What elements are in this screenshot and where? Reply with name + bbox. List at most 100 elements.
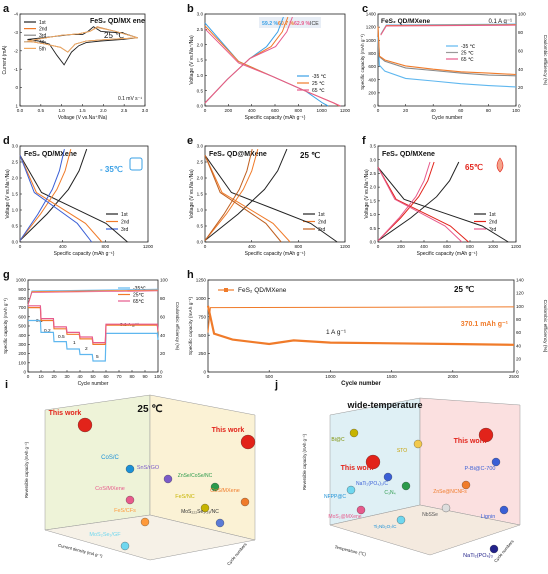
sphere-label: CoS/MXene xyxy=(95,486,125,492)
x-tick-label: 0 xyxy=(27,374,30,379)
sphere-label: C₃N₄ xyxy=(384,490,395,496)
x-tick-label: 1.5 xyxy=(79,108,86,113)
flame-icon xyxy=(496,157,504,173)
y-tick-label: 1.5 xyxy=(197,192,204,197)
z-axis-label-i: Cycle numbers xyxy=(226,542,248,567)
sphere-label: ZnSe/CoSe/NC xyxy=(178,473,213,479)
x-tick-label: 0 xyxy=(377,244,380,249)
y-tick-label: 200 xyxy=(368,90,376,95)
y2-tick-label: 60 xyxy=(160,314,166,319)
x-tick-label: 600 xyxy=(443,244,451,249)
x-tick-label: 200 xyxy=(224,108,232,113)
rate-label: 2 xyxy=(85,346,88,352)
data-sphere xyxy=(125,495,135,505)
y-tick-label: 2.5 xyxy=(370,171,377,176)
y-tick-label: 1.0 xyxy=(197,208,204,213)
y-tick-label: 2.0 xyxy=(370,185,377,190)
x-axis-label-f: Specific capacity (mAh g⁻¹) xyxy=(417,251,478,257)
floor-plane xyxy=(329,504,521,556)
y-tick-label: 1 xyxy=(15,104,18,109)
panel-i-temp: 25 ℃ xyxy=(137,404,162,415)
data-sphere xyxy=(489,544,499,554)
y2-tick-label: 80 xyxy=(160,296,166,301)
legend-entry: 3rd xyxy=(489,227,496,233)
data-sphere xyxy=(120,541,130,551)
panel-letter-f: f xyxy=(362,135,366,147)
sphere-label: Lignin xyxy=(481,514,496,520)
sphere-label: P-Bi@C-700 xyxy=(465,466,496,472)
y-tick-label: 3.0 xyxy=(197,144,204,149)
legend-entry: 3rd xyxy=(318,227,325,233)
legend-entry: 25 ℃ xyxy=(461,51,474,57)
x-tick-label: 800 xyxy=(466,244,474,249)
y-tick-label: 2.5 xyxy=(197,27,204,32)
sphere-label: STO xyxy=(397,448,407,454)
y-tick-label: 0.0 xyxy=(197,240,204,245)
data-sphere xyxy=(125,464,135,474)
capacity-series-2 xyxy=(377,26,517,76)
legend-entry: 2nd xyxy=(39,27,48,33)
rate-series-2 xyxy=(28,305,159,344)
y-tick-label: 0.5 xyxy=(12,224,19,229)
legend-entry: 3rd xyxy=(121,227,128,233)
sphere-label: MoS₂@MXene xyxy=(328,514,361,520)
y-tick-label: 2.5 xyxy=(12,160,19,165)
legend-entry: -35 ℃ xyxy=(461,44,476,50)
y2-tick-label: 100 xyxy=(160,278,168,283)
x-axis-label-b: Specific capacity (mAh g⁻¹) xyxy=(245,115,306,121)
panel-e-temp: 25 ℃ xyxy=(300,151,320,160)
y2-axis-label-h: Coulombic efficiency (%) xyxy=(542,300,548,353)
y-tick-label: 0.0 xyxy=(370,240,377,245)
y-axis-label-c: Specific capacity (mAh g⁻¹) xyxy=(360,34,365,90)
data-sphere xyxy=(140,517,150,527)
y-tick-label: -3 xyxy=(14,30,19,35)
y-tick-label: 1000 xyxy=(16,278,27,283)
x-tick-label: 0 xyxy=(204,108,207,113)
x-tick-label: 400 xyxy=(420,244,428,249)
legend-entry: 1st xyxy=(318,212,325,218)
charge-cycle-3 xyxy=(19,148,65,241)
x-axis-label-a: Voltage (V vs.Na⁺/Na) xyxy=(58,115,108,121)
y-axis-label-e: Voltage (V vs.Na⁺/Na) xyxy=(189,169,195,219)
x-tick-label: 70 xyxy=(116,374,122,379)
y-axis-label-g: Specific capacity (mAh g⁻¹) xyxy=(3,298,8,354)
y2-tick-label: 0 xyxy=(160,370,163,375)
y2-tick-label: 100 xyxy=(516,304,524,309)
x-tick-label: 200 xyxy=(397,244,405,249)
sphere-label: This work xyxy=(454,438,487,445)
panel-c-title: FeS₂ QD/MXene xyxy=(381,18,431,25)
y-tick-label: 0 xyxy=(23,370,26,375)
y2-axis-label-g: Coulombic efficiency (%) xyxy=(175,302,180,351)
y2-tick-label: 120 xyxy=(516,291,524,296)
data-sphere xyxy=(346,485,356,495)
discharge-cycle-3 xyxy=(377,167,463,243)
panel-j-title: wide-temperature xyxy=(346,400,422,410)
panel-c-rate: 0.1 A g⁻¹ xyxy=(488,19,512,25)
y2-tick-label: 80 xyxy=(518,30,524,35)
data-sphere xyxy=(383,472,393,482)
y-tick-label: 800 xyxy=(18,296,26,301)
charge-cycle-1 xyxy=(204,148,288,241)
charge-cycle-3 xyxy=(377,161,431,242)
discharge-cycle-2 xyxy=(377,167,469,243)
panel-letter-c: c xyxy=(362,3,368,15)
sphere-label: MoS₂₂₂Se₁.₂₉/NC xyxy=(181,509,219,515)
data-sphere xyxy=(77,417,93,433)
y2-tick-label: 40 xyxy=(160,333,166,338)
x-tick-label: 0 xyxy=(207,374,210,379)
y-tick-label: 600 xyxy=(18,314,26,319)
y2-tick-label: 60 xyxy=(516,330,522,335)
floor-plane xyxy=(44,514,256,561)
x-tick-label: 40 xyxy=(431,108,437,113)
legend-marker xyxy=(224,288,228,292)
panel-letter-b: b xyxy=(187,3,194,15)
data-sphere xyxy=(210,482,220,492)
y-tick-label: 300 xyxy=(18,342,26,347)
data-sphere xyxy=(200,503,210,513)
y-axis-label-h: Specific capacity (mAh g⁻¹) xyxy=(188,296,194,355)
legend-entry: 1st xyxy=(39,20,46,26)
x-axis-label-h: Cycle number xyxy=(341,381,381,387)
y2-tick-label: 20 xyxy=(160,351,166,356)
y-axis-label-d: Voltage (V vs.Na⁺/Na) xyxy=(5,169,11,219)
y-tick-label: 500 xyxy=(18,324,26,329)
